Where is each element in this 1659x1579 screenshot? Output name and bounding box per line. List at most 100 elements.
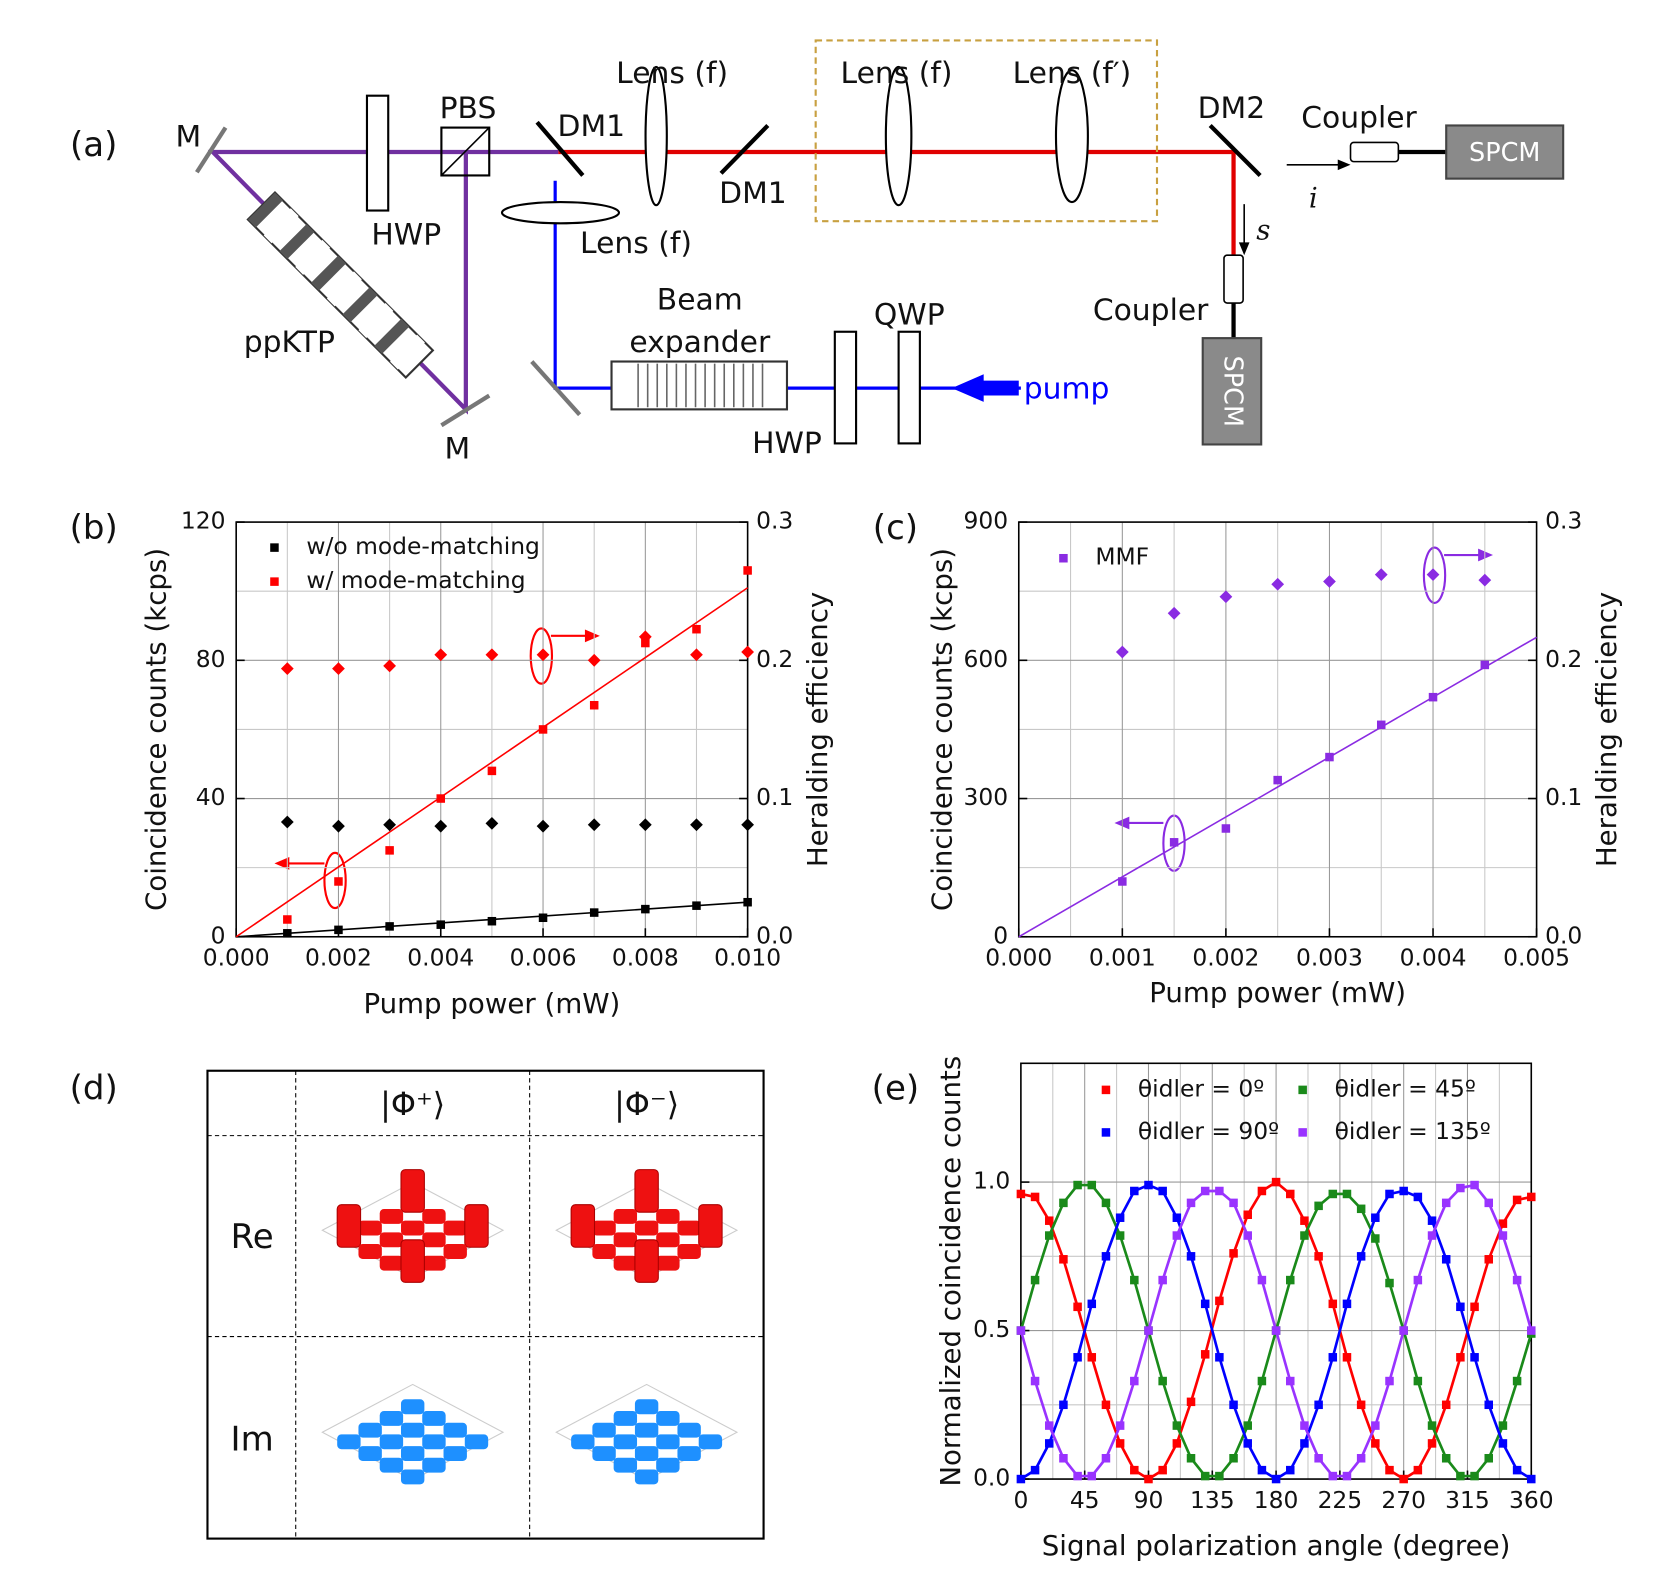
- square-marker: [1286, 1465, 1295, 1475]
- square-marker: [692, 901, 701, 910]
- panel-label: (d): [70, 1068, 118, 1108]
- y-tick-label: 900: [964, 507, 1009, 535]
- square-marker: [1101, 1128, 1111, 1137]
- square-marker: [589, 700, 599, 710]
- square-marker: [1044, 1421, 1054, 1430]
- y-tick-label: 600: [964, 645, 1009, 673]
- square-marker: [1427, 1216, 1437, 1225]
- diamond-marker: [638, 818, 652, 832]
- column-header: |Φ⁻⟩: [614, 1085, 679, 1123]
- fit-line: [235, 587, 749, 938]
- label: pump: [1024, 372, 1110, 407]
- x-tick-label: 0.005: [1503, 944, 1570, 972]
- crystal-domain: [279, 224, 315, 260]
- y2-tick-label: 0.1: [756, 783, 793, 811]
- square-marker: [1073, 1180, 1082, 1190]
- square-marker: [1130, 1376, 1139, 1386]
- density-bar: [677, 1422, 701, 1438]
- crystal-domain: [326, 271, 362, 307]
- arrow-head: [1337, 159, 1351, 171]
- density-bar: [443, 1422, 467, 1438]
- square-marker: [1016, 1326, 1026, 1335]
- fit-line: [1018, 636, 1537, 938]
- spcm: [1201, 337, 1263, 446]
- density-bar: [613, 1410, 638, 1426]
- density-bar: [379, 1457, 404, 1473]
- square-marker: [1243, 1421, 1252, 1430]
- square-marker: [743, 897, 752, 907]
- dichroic-mirror: [1208, 123, 1262, 177]
- square-marker: [1221, 824, 1231, 833]
- density-bar: [656, 1232, 680, 1248]
- square-marker: [1470, 1471, 1479, 1481]
- density-bar: [379, 1208, 404, 1224]
- square-marker: [1399, 1474, 1408, 1484]
- square-marker: [1172, 1213, 1182, 1222]
- y-axis-label: Normalized coincidence counts: [934, 1056, 967, 1487]
- square-marker: [1456, 1353, 1465, 1362]
- label: Lens (f): [616, 56, 728, 91]
- square-marker: [1512, 1195, 1522, 1205]
- square-marker: [1342, 1353, 1352, 1362]
- diamond-marker: [1271, 577, 1285, 591]
- diamond-marker: [587, 653, 601, 667]
- y-tick-label: 0.0: [973, 1464, 1010, 1492]
- square-marker: [1243, 1231, 1252, 1240]
- square-marker: [1328, 1299, 1338, 1309]
- square-marker: [1484, 1198, 1493, 1208]
- diamond-marker: [383, 818, 396, 832]
- y-axis-label: Coincidence counts (kcps): [925, 548, 958, 911]
- crystal-domain: [263, 208, 299, 244]
- density-bar: [336, 1204, 362, 1248]
- square-marker: [1087, 1471, 1097, 1481]
- mirror: [530, 360, 582, 417]
- square-marker: [1101, 1252, 1111, 1261]
- square-marker: [1456, 1302, 1465, 1312]
- density-bar: [400, 1220, 425, 1236]
- density-bar: [656, 1434, 680, 1450]
- label: DM1: [558, 109, 626, 144]
- density-bar: [613, 1208, 638, 1224]
- square-marker: [334, 925, 343, 935]
- x-tick-label: 135: [1190, 1486, 1235, 1514]
- square-marker: [1456, 1183, 1465, 1193]
- square-marker: [1243, 1439, 1252, 1448]
- square-marker: [1286, 1275, 1295, 1285]
- square-marker: [1101, 1085, 1111, 1095]
- panel-label: (e): [872, 1068, 919, 1108]
- label: Lens (f′): [1013, 56, 1132, 91]
- label: Lens (f): [580, 226, 692, 261]
- density-bar: [422, 1457, 446, 1473]
- square-marker: [1356, 1204, 1366, 1214]
- label: DM2: [1198, 91, 1266, 126]
- coupler: [1223, 254, 1244, 304]
- y-tick-label: 80: [196, 645, 226, 673]
- square-marker: [1441, 1400, 1451, 1410]
- square-marker: [1286, 1189, 1295, 1199]
- x-tick-label: 0.000: [203, 944, 270, 972]
- density-bar: [400, 1469, 425, 1485]
- diamond-marker: [741, 818, 755, 832]
- square-marker: [1169, 838, 1179, 847]
- column-header: |Φ⁺⟩: [380, 1085, 445, 1123]
- square-marker: [1101, 1454, 1111, 1463]
- density-bar: [443, 1446, 467, 1461]
- density-bar: [571, 1434, 595, 1450]
- x-tick-label: 360: [1509, 1486, 1554, 1514]
- density-bar: [443, 1220, 467, 1236]
- square-marker: [1356, 1400, 1366, 1410]
- square-marker: [1413, 1275, 1423, 1285]
- square-marker: [1300, 1231, 1309, 1240]
- density-bar: [379, 1410, 404, 1426]
- density-bar: [634, 1422, 659, 1438]
- annotations: [274, 546, 1493, 910]
- x-tick-label: 315: [1445, 1486, 1490, 1514]
- square-marker: [1314, 1201, 1323, 1211]
- diamond-marker: [332, 662, 345, 675]
- x-tick-label: 45: [1070, 1486, 1100, 1514]
- mirror: [195, 126, 228, 174]
- density-bar: [358, 1220, 382, 1236]
- square-marker: [1314, 1252, 1323, 1261]
- red-beam: [558, 149, 1236, 256]
